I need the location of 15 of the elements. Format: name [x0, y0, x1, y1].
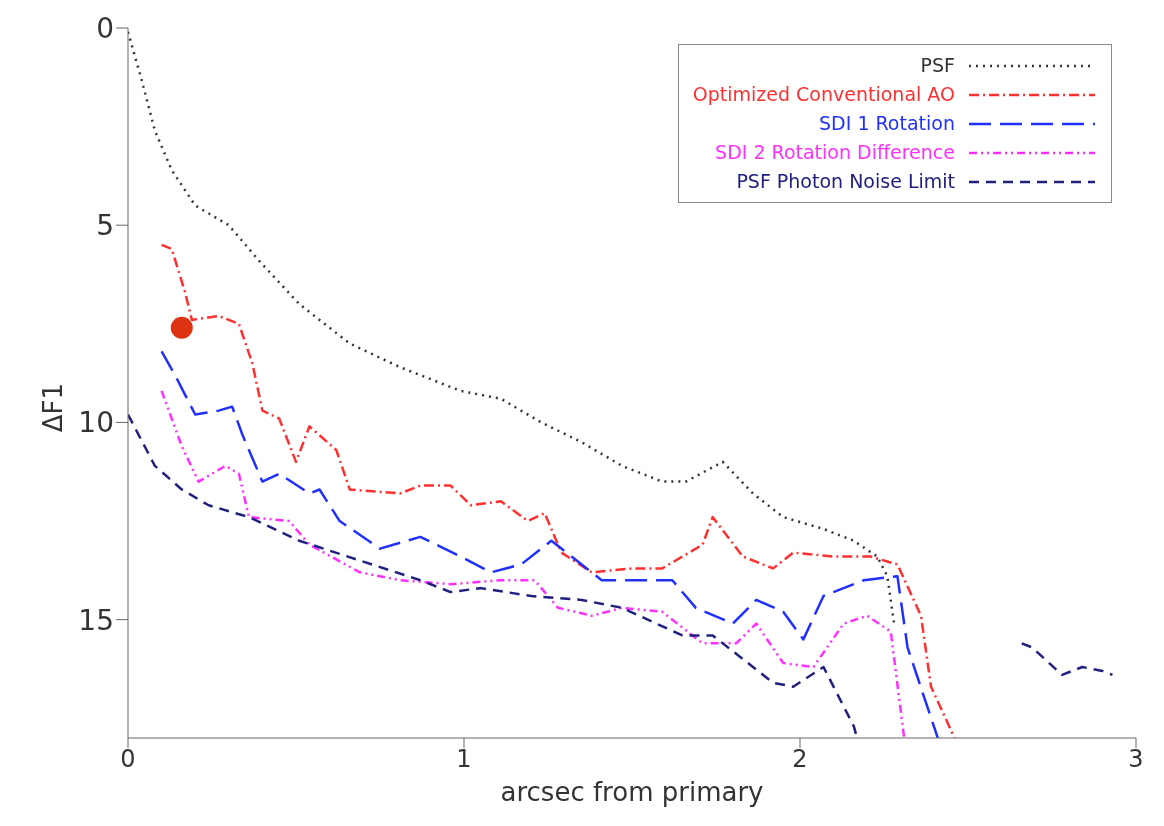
x-tick-label: 3	[1128, 745, 1144, 774]
x-tick-label: 1	[456, 745, 472, 774]
y-tick-label: 5	[96, 209, 114, 243]
y-axis-title: ΔF1	[38, 383, 69, 433]
text: PSF Photon Noise Limit	[736, 169, 955, 194]
x-axis-title: arcsec from primary	[500, 777, 764, 808]
x-tick-label: 2	[792, 745, 808, 774]
y-tick-label: 0	[96, 11, 114, 45]
text: Optimized Conventional AO	[692, 82, 955, 107]
x-tick-label: 0	[120, 745, 136, 774]
y-tick-label: 15	[78, 603, 114, 637]
text: SDI 1 Rotation	[819, 111, 955, 136]
text: SDI 2 Rotation Difference	[715, 140, 955, 165]
text: PSF	[920, 53, 955, 78]
y-tick-label: 10	[78, 406, 114, 440]
